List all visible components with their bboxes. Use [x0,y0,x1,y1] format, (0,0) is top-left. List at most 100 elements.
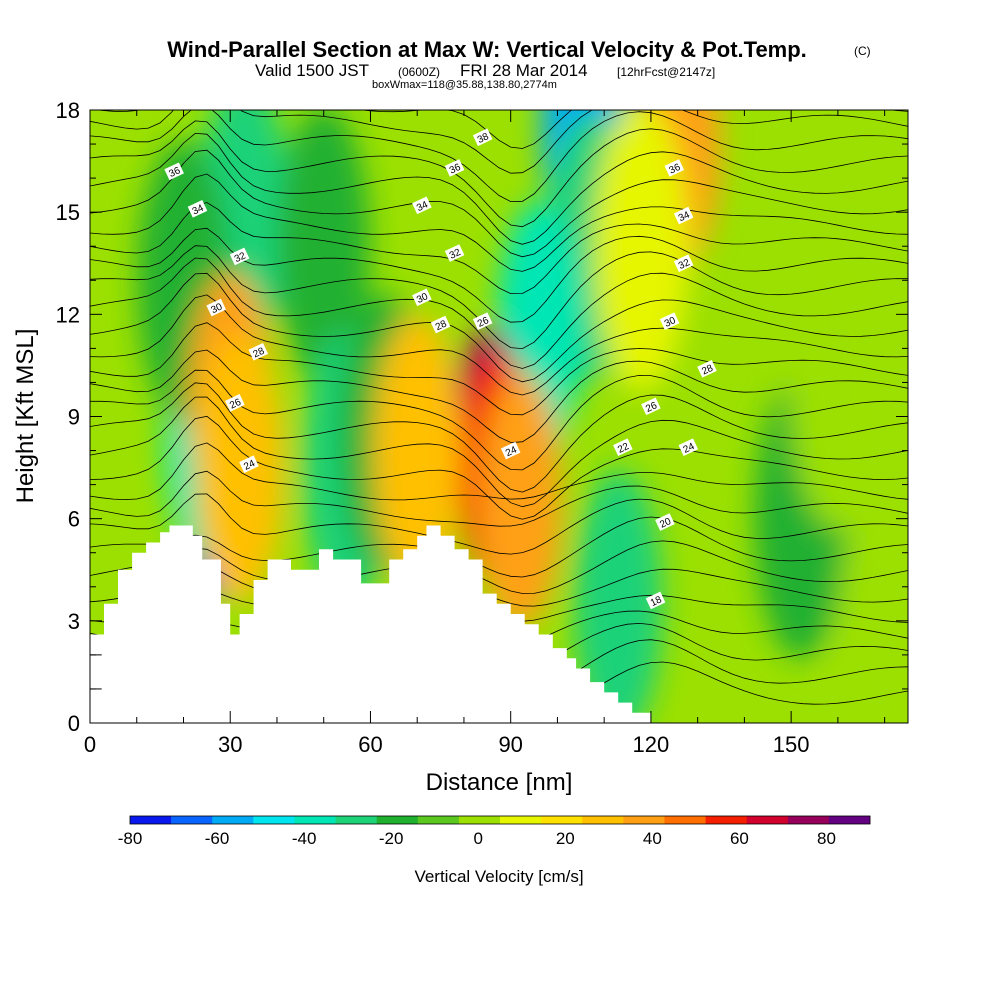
x-axis: 0 30 60 90 120 150 [84,110,886,757]
svg-text:34: 34 [677,209,692,224]
contour-label-14: 24 [500,441,521,460]
w-feature-20 [788,234,887,530]
y-axis-label: Height [Kft MSL] [12,329,39,504]
isentrope-20 [90,245,908,350]
svg-text:32: 32 [448,247,463,262]
isentrope-5 [90,565,908,607]
colorbar-swatch-11 [582,816,624,824]
contour-label-16: 34 [673,206,694,225]
colorbar-tick-5: 20 [556,829,575,848]
forecast-info: [12hrFcst@2147z] [617,65,715,79]
colorbar: -80 -60 -40 -20 0 20 40 60 80 [118,815,871,848]
w-feature-17 [372,315,462,586]
svg-text:24: 24 [242,458,257,473]
x-tick-label-3: 90 [498,732,522,757]
contour-label-12: 28 [430,315,451,334]
svg-text:30: 30 [415,291,430,306]
contour-label-5: 26 [225,394,245,412]
svg-text:32: 32 [233,250,248,265]
colorbar-tick-6: 40 [643,829,662,848]
svg-text:20: 20 [658,516,673,531]
plot-area: 36 34 32 30 28 26 24 38 36 34 32 30 28 26 24 36 34 32 30 28… [90,110,908,723]
svg-text:28: 28 [434,318,449,333]
colorbar-tick-4: 0 [474,829,483,848]
y-tick-label-0: 0 [68,711,80,736]
colorbar-swatch-7 [417,816,460,824]
isentrope-17 [90,294,908,396]
colorbar-swatch-4 [294,816,336,824]
isentrope-27 [90,110,908,203]
contour-label-1: 34 [187,199,208,218]
w-feature-16 [195,332,284,603]
svg-text:30: 30 [663,315,678,330]
colorbar-tick-0: -80 [118,829,143,848]
colorbar-swatch-2 [212,816,254,824]
colorbar-swatch-8 [458,816,501,824]
contour-label-22: 22 [613,438,633,456]
y-tick-label-6: 18 [56,98,80,123]
y-tick-label-2: 6 [68,507,80,532]
contour-label-9: 34 [412,196,432,215]
contour-label-11: 30 [412,288,432,307]
colorbar-swatch-0 [130,816,172,824]
isentrope-6 [90,540,908,594]
contour-label-4: 28 [248,342,269,361]
valid-date: FRI 28 Mar 2014 [460,61,588,80]
colorbar-swatch-9 [500,816,542,824]
isentrope-8 [90,493,908,555]
svg-text:26: 26 [476,315,491,330]
contour-label-3: 30 [206,298,226,317]
colorbar-swatch-16 [787,816,830,824]
colorbar-swatch-3 [253,816,295,824]
chart-title: Wind-Parallel Section at Max W: Vertical… [167,37,807,62]
box-wmax-info: boxWmax=118@35.88,138.80,2774m [372,79,557,91]
contour-label-20: 26 [641,397,661,416]
isentrope-7 [90,516,908,578]
contour-label-8: 36 [444,159,465,177]
isentrope-22 [90,202,908,295]
valid-time-prefix: Valid 1500 JST [255,61,369,80]
colorbar-swatch-6 [376,816,419,824]
colorbar-swatch-15 [746,816,789,824]
colorbar-swatch-12 [623,816,665,824]
contour-label-17: 32 [673,254,694,273]
colorbar-frame [129,815,871,825]
svg-text:36: 36 [448,162,463,177]
x-tick-label-0: 0 [84,732,96,757]
svg-text:38: 38 [476,131,491,146]
contour-label-0: 36 [164,162,184,181]
svg-text:24: 24 [682,441,697,456]
colorbar-tick-7: 60 [730,829,749,848]
svg-text:26: 26 [644,400,659,415]
contour-label-10: 32 [444,244,465,262]
x-tick-label-4: 120 [633,732,670,757]
copyright-mark: (C) [854,44,871,58]
isentrope-16 [90,322,908,416]
x-tick-label-1: 30 [218,732,242,757]
colorbar-tick-1: -60 [205,829,230,848]
colorbar-swatch-5 [335,816,377,824]
isentrope-24 [90,149,908,258]
svg-text:28: 28 [700,363,715,378]
x-axis-label: Distance [nm] [426,769,573,796]
isentrope-10 [90,442,908,501]
contour-label-2: 32 [229,247,250,266]
isentrope-11 [90,415,908,520]
svg-text:18: 18 [649,594,664,609]
vertical-velocity-field [137,110,908,723]
svg-text:30: 30 [209,301,224,316]
contour-label-24: 18 [645,591,666,610]
svg-text:24: 24 [504,444,519,459]
contour-label-21: 24 [678,438,699,456]
contour-label-7: 38 [472,128,493,147]
svg-text:26: 26 [228,397,243,412]
contour-label-18: 30 [659,312,680,330]
isentrope-12 [90,396,908,508]
isentrope-28 [90,110,908,174]
x-tick-label-5: 150 [773,732,810,757]
svg-text:36: 36 [668,162,683,177]
terrain [90,525,651,723]
isentrope-26 [90,120,908,228]
